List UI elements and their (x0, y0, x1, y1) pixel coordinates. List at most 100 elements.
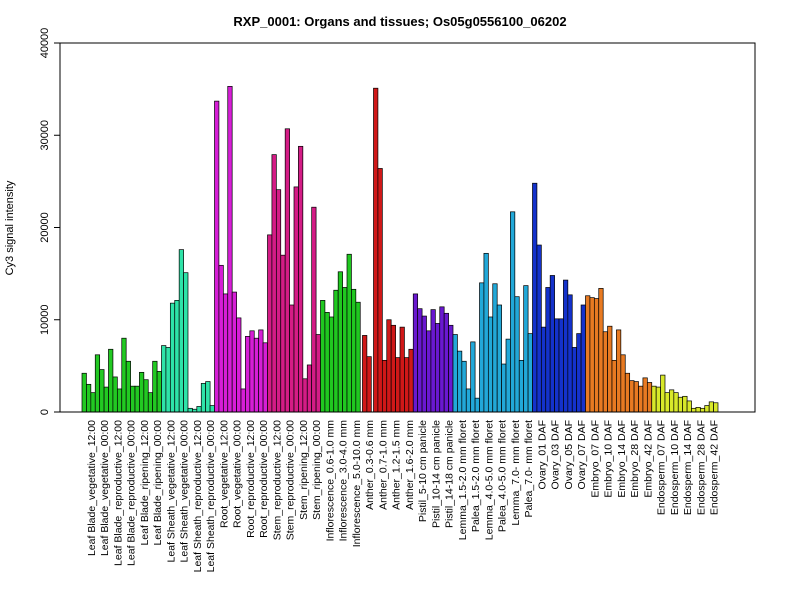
bar (602, 331, 608, 413)
bar (116, 388, 123, 413)
bar (686, 400, 692, 413)
bar (337, 271, 343, 413)
bar (183, 272, 189, 413)
bar (554, 318, 560, 413)
x-tick-label: Inflorescence_5.0-10.0 mm (351, 420, 363, 547)
bar (121, 337, 127, 413)
x-tick-label: Embryo_07 DAF (589, 420, 601, 498)
bar (205, 381, 211, 413)
bar (333, 289, 339, 413)
bar (377, 168, 383, 413)
bar (395, 357, 401, 413)
x-tick-label: Ovary_03 DAF (550, 420, 562, 489)
bar (90, 392, 96, 413)
bar (695, 407, 701, 413)
bar (218, 264, 224, 413)
bar (571, 347, 578, 413)
bar (112, 376, 118, 413)
bar (324, 312, 330, 413)
bar (593, 298, 600, 413)
x-tick-label: Leaf Sheath_vegetative_00:00 (179, 420, 191, 563)
bar (99, 369, 105, 413)
bar (298, 145, 304, 413)
bar (580, 304, 586, 413)
bar (130, 385, 136, 413)
bar (366, 356, 372, 413)
bar (461, 360, 467, 413)
x-tick-label: Palea_7.0- mm floret (523, 420, 535, 518)
bar (108, 348, 114, 413)
x-tick-label: Pistil_10-14 cm panicle (430, 420, 442, 528)
bar (86, 383, 92, 413)
y-tick-label: 0 (39, 409, 51, 415)
x-tick-label: Ovary_01 DAF (536, 420, 548, 489)
x-tick-label: Endosperm_10 DAF (669, 420, 681, 515)
bar (267, 234, 273, 413)
x-tick-label: Inflorescence_0.6-1.0 mm (324, 420, 336, 542)
bar (196, 406, 202, 413)
bar (249, 330, 255, 413)
x-tick-label: Root_reproductive_00:00 (258, 420, 270, 538)
bar (651, 385, 657, 413)
bar (214, 100, 220, 413)
bar (346, 253, 352, 413)
bar (134, 385, 140, 413)
bar (558, 318, 564, 413)
bar (275, 189, 282, 413)
x-tick-label: Palea_1.5-2.0 mm floret (470, 420, 482, 532)
x-tick-label: Ovary_05 DAF (563, 420, 575, 489)
bar (302, 378, 308, 413)
bar (174, 300, 180, 413)
bar (660, 374, 666, 413)
bar (474, 397, 480, 413)
bar (646, 382, 653, 413)
bar (567, 294, 573, 413)
bar (253, 337, 260, 413)
x-tick-label: Inflorescence_3.0-4.0 mm (338, 420, 350, 542)
bar (704, 405, 710, 413)
bar (125, 360, 131, 413)
x-tick-label: Anther_0.7-1.0 mm (377, 420, 389, 510)
bar (245, 336, 251, 413)
bar (470, 341, 476, 413)
bar (691, 407, 697, 413)
bar (81, 372, 87, 413)
bar (527, 333, 533, 413)
y-axis: 0 10000 20000 30000 40000 (39, 28, 60, 415)
x-tick-label: Leaf Sheath_vegetative_12:00 (165, 420, 177, 563)
x-tick-label: Palea_4.0-5.0 mm floret (497, 420, 509, 532)
x-tick-label: Leaf Blade_vegetative_00:00 (99, 420, 111, 556)
bar (664, 392, 670, 413)
bar (262, 342, 268, 413)
x-tick-label: Endosperm_07 DAF (656, 420, 668, 515)
bar (487, 316, 494, 413)
bar (589, 297, 595, 413)
bar (152, 360, 158, 413)
bar (408, 348, 414, 413)
bar (443, 312, 449, 413)
bar (320, 300, 326, 413)
bar (616, 329, 622, 413)
bar (669, 389, 675, 413)
bar (311, 206, 317, 413)
bar (483, 252, 489, 413)
bar (514, 296, 520, 413)
bar (452, 334, 458, 413)
bar (479, 282, 485, 413)
bar (677, 396, 684, 413)
bar (549, 275, 555, 413)
y-tick-label: 20000 (39, 212, 51, 243)
bar (576, 333, 582, 413)
bar (439, 306, 445, 413)
bar (457, 350, 463, 413)
bar (355, 301, 361, 413)
x-tick-label: Stem_ripening_00:00 (311, 420, 323, 520)
bar (94, 354, 101, 413)
bar (289, 304, 295, 413)
x-tick-label: Leaf Sheath_reproductive_12:00 (192, 420, 204, 573)
bar (673, 392, 679, 413)
x-tick-label: Endosperm_42 DAF (709, 420, 721, 515)
bar (271, 154, 277, 413)
bar (231, 291, 237, 413)
x-tick-label: Embryo_42 DAF (642, 420, 654, 498)
